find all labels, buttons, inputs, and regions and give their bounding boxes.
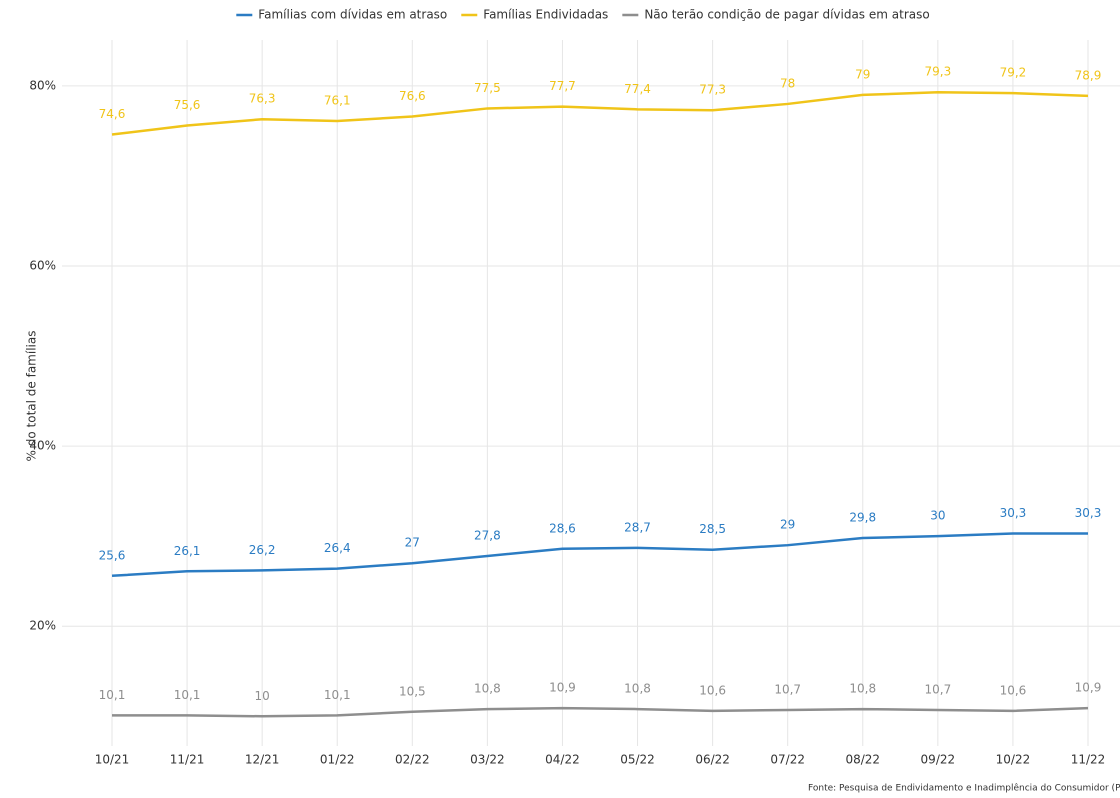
- data-label: 77,4: [624, 82, 651, 96]
- data-label: 30,3: [1075, 506, 1102, 520]
- x-tick-label: 03/22: [470, 753, 505, 767]
- data-label: 10,8: [849, 682, 876, 696]
- y-axis-label: % do total de famílias: [25, 331, 39, 462]
- y-tick-label: 40%: [29, 439, 56, 453]
- data-label: 77,7: [549, 79, 576, 93]
- data-label: 28,6: [549, 521, 576, 535]
- x-tick-label: 05/22: [620, 753, 655, 767]
- data-label: 28,5: [699, 522, 726, 536]
- data-label: 79,3: [924, 65, 951, 79]
- x-tick-label: 07/22: [770, 753, 805, 767]
- data-label: 10,6: [699, 683, 726, 697]
- data-label: 10,7: [774, 682, 801, 696]
- x-tick-label: 11/22: [1071, 753, 1106, 767]
- x-tick-label: 01/22: [320, 753, 355, 767]
- x-tick-label: 12/21: [245, 753, 280, 767]
- data-label: 29: [780, 518, 795, 532]
- data-label: 10,5: [399, 684, 426, 698]
- data-label: 10,7: [924, 682, 951, 696]
- data-label: 76,1: [324, 94, 351, 108]
- data-label: 29,8: [849, 510, 876, 524]
- data-label: 78,9: [1075, 68, 1102, 82]
- data-label: 10,1: [174, 688, 201, 702]
- x-tick-label: 06/22: [695, 753, 730, 767]
- data-label: 25,6: [99, 548, 126, 562]
- data-label: 77,5: [474, 81, 501, 95]
- data-label: 26,1: [174, 544, 201, 558]
- y-tick-label: 20%: [29, 619, 56, 633]
- data-label: 75,6: [174, 98, 201, 112]
- series-line: [112, 706, 1089, 718]
- legend-label: Não terão condição de pagar dívidas em a…: [644, 8, 929, 22]
- data-label: 76,6: [399, 89, 426, 103]
- data-label: 30,3: [1000, 506, 1027, 520]
- data-label: 10,1: [99, 688, 126, 702]
- data-label: 79: [855, 67, 870, 81]
- legend-label: Famílias com dívidas em atraso: [258, 8, 447, 22]
- legend-label: Famílias Endividadas: [483, 8, 608, 22]
- data-label: 79,2: [1000, 66, 1027, 80]
- data-label: 27: [405, 536, 420, 550]
- series-line: [111, 532, 1088, 578]
- source-note: Fonte: Pesquisa de Endividamento e Inadi…: [808, 783, 1120, 794]
- legend: Famílias com dívidas em atraso Famílias E…: [236, 8, 930, 22]
- data-label: 77,3: [699, 83, 726, 97]
- x-tick-label: 02/22: [395, 753, 430, 767]
- x-tick-label: 10/22: [996, 753, 1031, 767]
- data-label: 30: [930, 509, 945, 523]
- x-tick-label: 11/21: [170, 753, 205, 767]
- data-label: 76,3: [249, 92, 276, 106]
- data-label: 27,8: [474, 528, 501, 542]
- data-label: 10,1: [324, 688, 351, 702]
- x-tick-label: 09/22: [921, 753, 956, 767]
- data-label: 10: [255, 689, 270, 703]
- y-tick-label: 60%: [29, 259, 56, 273]
- data-label: 26,4: [324, 541, 351, 555]
- data-label: 28,7: [624, 520, 651, 534]
- data-label: 10,9: [549, 681, 576, 695]
- x-tick-label: 04/22: [545, 753, 580, 767]
- x-tick-label: 10/21: [95, 753, 130, 767]
- series-line: [111, 90, 1089, 136]
- data-label: 10,9: [1075, 681, 1102, 695]
- y-tick-label: 80%: [29, 78, 56, 92]
- data-label: 10,8: [474, 682, 501, 696]
- data-label: 26,2: [249, 543, 276, 557]
- data-label: 78: [780, 76, 795, 90]
- x-tick-label: 08/22: [845, 753, 880, 767]
- data-label: 10,6: [1000, 683, 1027, 697]
- data-label: 10,8: [624, 682, 651, 696]
- data-label: 74,6: [99, 107, 126, 121]
